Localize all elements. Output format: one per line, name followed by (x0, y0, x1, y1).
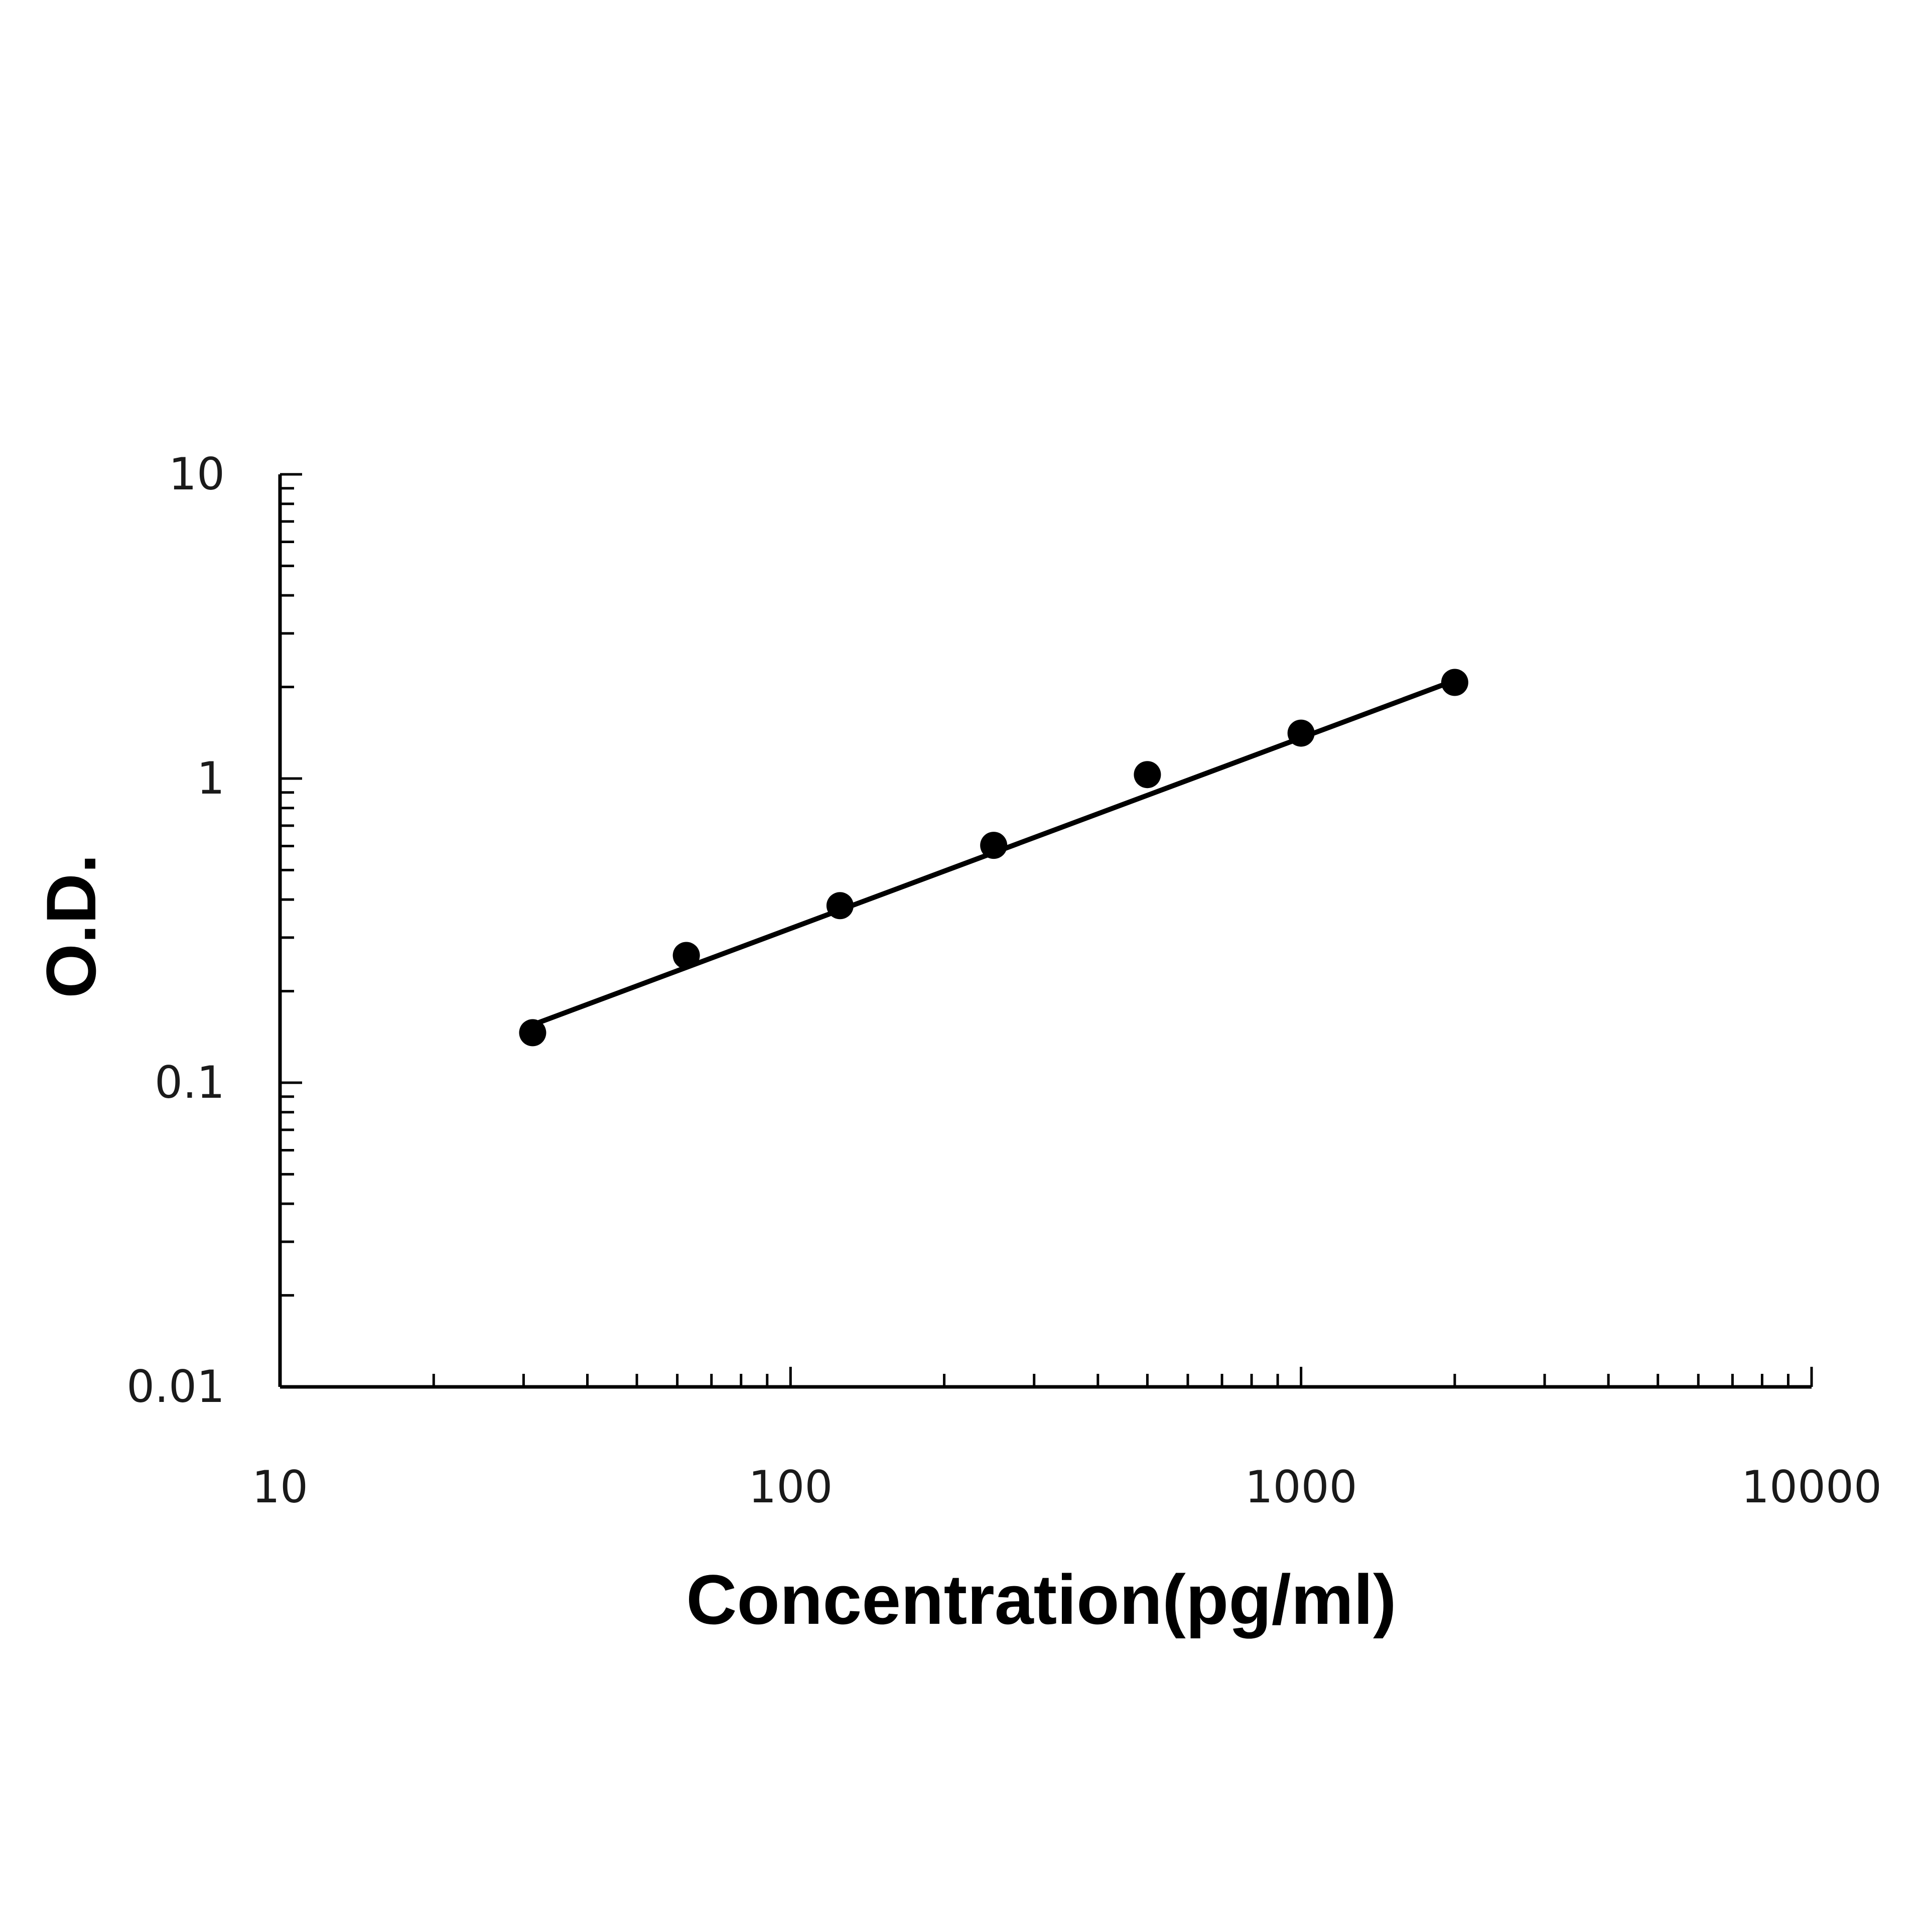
data-point (826, 892, 854, 920)
x-ticks (279, 1367, 1813, 1387)
data-point (1441, 669, 1468, 696)
x-tick-label: 1000 (1245, 1461, 1357, 1513)
y-axis-title: O.D. (32, 854, 110, 998)
y-ticks (280, 473, 302, 1388)
y-tick-label: 10 (169, 448, 225, 500)
axes (278, 474, 1812, 1389)
data-point (980, 832, 1008, 859)
x-tick-labels: 10 100 1000 10000 (252, 1461, 1882, 1513)
x-tick-label: 10000 (1741, 1461, 1882, 1513)
data-point (1134, 761, 1161, 789)
data-point (1287, 719, 1315, 747)
y-tick-label: 1 (197, 752, 225, 804)
y-tick-labels: 0.01 0.1 1 10 (126, 448, 225, 1412)
x-tick-label: 10 (252, 1461, 308, 1513)
x-tick-label: 100 (748, 1461, 833, 1513)
data-point (672, 942, 700, 969)
x-axis-title: Concentration(pg/ml) (686, 1560, 1396, 1639)
data-point (519, 1019, 546, 1047)
y-tick-label: 0.1 (155, 1057, 225, 1108)
y-tick-label: 0.01 (126, 1361, 225, 1412)
data-points (519, 669, 1468, 1047)
